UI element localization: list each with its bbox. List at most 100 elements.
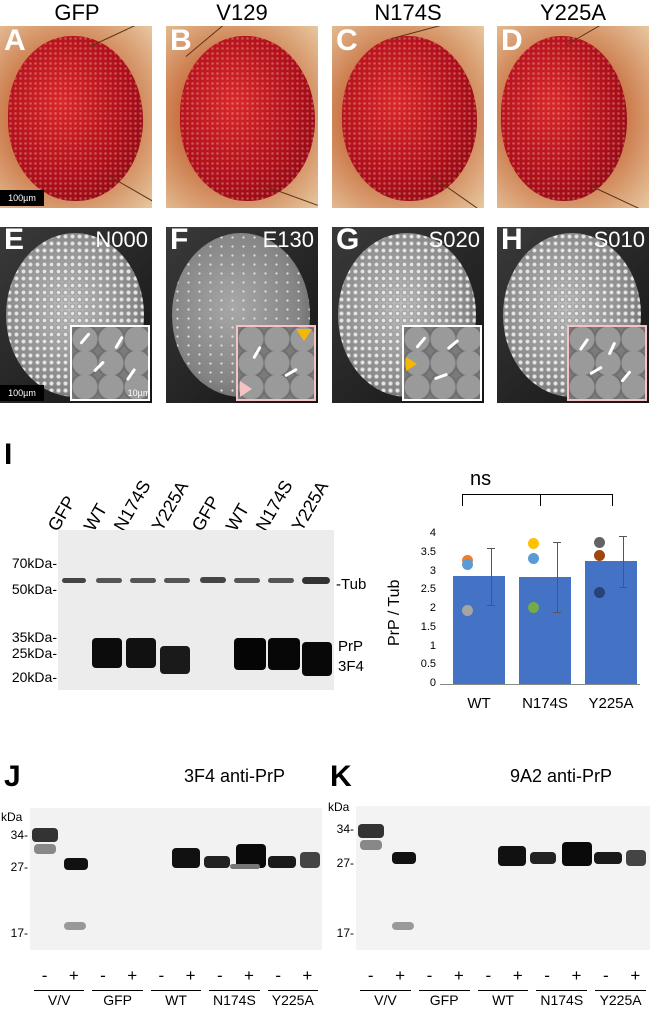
treatment-sign: -	[426, 966, 433, 985]
marker-label: 34-	[336, 822, 354, 836]
sem-inset	[567, 325, 647, 401]
x-category-label: N174S	[522, 695, 568, 712]
treatment-sign: +	[127, 966, 138, 985]
treatment-sign: -	[41, 966, 48, 985]
sign-row-j: - + - + - + - + - +	[30, 966, 322, 990]
column-title-gfp: GFP	[54, 0, 100, 25]
panel-letter: F	[170, 227, 189, 256]
data-point	[528, 538, 539, 550]
sign-row-k: - + - + - + - + - +	[356, 966, 650, 990]
genotype-label: S020	[428, 227, 480, 252]
y-tick-label: 2	[429, 602, 436, 614]
significance-label: ns	[470, 468, 492, 490]
panel-c-eye-photo: C	[332, 26, 484, 208]
lane-label: GFP	[43, 492, 80, 535]
error-cap	[619, 586, 627, 588]
marker-label: 34-	[10, 828, 28, 842]
x-category-label: WT	[467, 695, 491, 712]
western-blot-j	[30, 808, 322, 950]
y-tick-label: 1	[429, 639, 436, 652]
marker-label: 20kDa-	[11, 669, 57, 685]
panel-b-eye-photo: B	[166, 26, 318, 208]
marker-label: 27-	[10, 860, 28, 874]
y-tick-label: 0	[429, 677, 436, 689]
treatment-sign: +	[395, 966, 406, 985]
column-title-n174s: N174S	[374, 0, 442, 25]
group-row-k: V/V GFP WT N174S Y225A	[356, 990, 650, 1010]
marker-label: 27-	[336, 856, 354, 870]
western-blot-i	[58, 530, 334, 690]
group-label: WT	[165, 992, 187, 1008]
treatment-sign: +	[571, 966, 582, 985]
group-label: V/V	[47, 992, 71, 1008]
genotype-label: S010	[593, 227, 645, 252]
x-category-label: Y225A	[588, 695, 634, 712]
y-tick-label: 4	[429, 527, 436, 539]
group-underline	[34, 990, 85, 991]
data-point	[462, 605, 473, 617]
treatment-sign: +	[244, 966, 254, 985]
y-tick-label: 0.5	[420, 658, 436, 671]
marker-label: 50kDa-	[11, 581, 57, 597]
treatment-sign: +	[68, 966, 79, 985]
group-underline	[360, 990, 411, 991]
genotype-label: N000	[95, 227, 148, 252]
panel-letter: K	[330, 760, 352, 793]
scale-bar: 100µm	[0, 385, 44, 401]
lane-label: GFP	[187, 492, 224, 535]
antibody-label: 3F4	[338, 658, 364, 675]
inset-scale-bar: 10µm	[127, 388, 151, 398]
bar	[585, 561, 637, 684]
fly-eye-image	[501, 36, 627, 201]
panel-letter: A	[4, 26, 26, 57]
data-point	[594, 549, 605, 561]
group-label: Y225A	[599, 992, 642, 1008]
treatment-sign: -	[158, 966, 165, 985]
treatment-sign: +	[185, 966, 196, 985]
group-underline	[267, 990, 318, 991]
sem-inset	[402, 325, 482, 401]
data-point	[528, 602, 539, 614]
group-label: V/V	[374, 992, 397, 1008]
group-label: GFP	[103, 992, 132, 1008]
treatment-sign: -	[603, 966, 609, 985]
scale-bar: 100µm	[0, 190, 44, 206]
panel-letter: E	[4, 227, 25, 256]
error-bar	[557, 542, 558, 612]
data-point	[462, 559, 473, 570]
column-title-v129: V129	[216, 0, 268, 25]
fly-eye-image	[342, 36, 477, 201]
group-underline	[477, 990, 529, 991]
treatment-sign: +	[630, 966, 641, 985]
bar	[453, 576, 505, 684]
prp-label: PrP	[338, 638, 364, 655]
column-title-y225a: Y225A	[539, 0, 607, 25]
panel-a-eye-photo: A 100µm	[0, 26, 152, 208]
group-label: N174S	[540, 992, 584, 1008]
error-bar	[491, 548, 492, 605]
blot-title: 9A2 anti-PrP	[510, 766, 613, 786]
error-cap	[553, 612, 561, 613]
bar-chart: 0 0.5 1 1.5 2 2.5 3 3.5 4 WT N174S Y225A	[421, 527, 650, 712]
treatment-sign: -	[100, 966, 106, 985]
significance-bracket	[462, 494, 612, 495]
treatment-sign: +	[512, 966, 523, 985]
panel-letter: D	[501, 26, 523, 57]
y-axis-label: PrP / Tub	[386, 579, 403, 646]
panel-letter: B	[170, 26, 192, 57]
error-cap	[487, 604, 495, 606]
panel-d-eye-photo: D	[497, 26, 649, 208]
panel-letter: G	[336, 227, 360, 256]
group-label: N174S	[212, 992, 256, 1008]
blot-title: 3F4 anti-PrP	[184, 766, 286, 786]
tubulin-label: -Tub	[336, 576, 367, 593]
group-underline	[209, 990, 260, 991]
arrowhead-marker	[296, 329, 312, 341]
data-point	[594, 587, 605, 599]
western-blot-k	[356, 806, 650, 950]
treatment-sign: -	[485, 966, 492, 985]
group-underline	[536, 990, 588, 991]
kda-unit: kDa	[328, 800, 350, 814]
treatment-sign: -	[544, 966, 550, 985]
treatment-sign: -	[367, 966, 374, 985]
